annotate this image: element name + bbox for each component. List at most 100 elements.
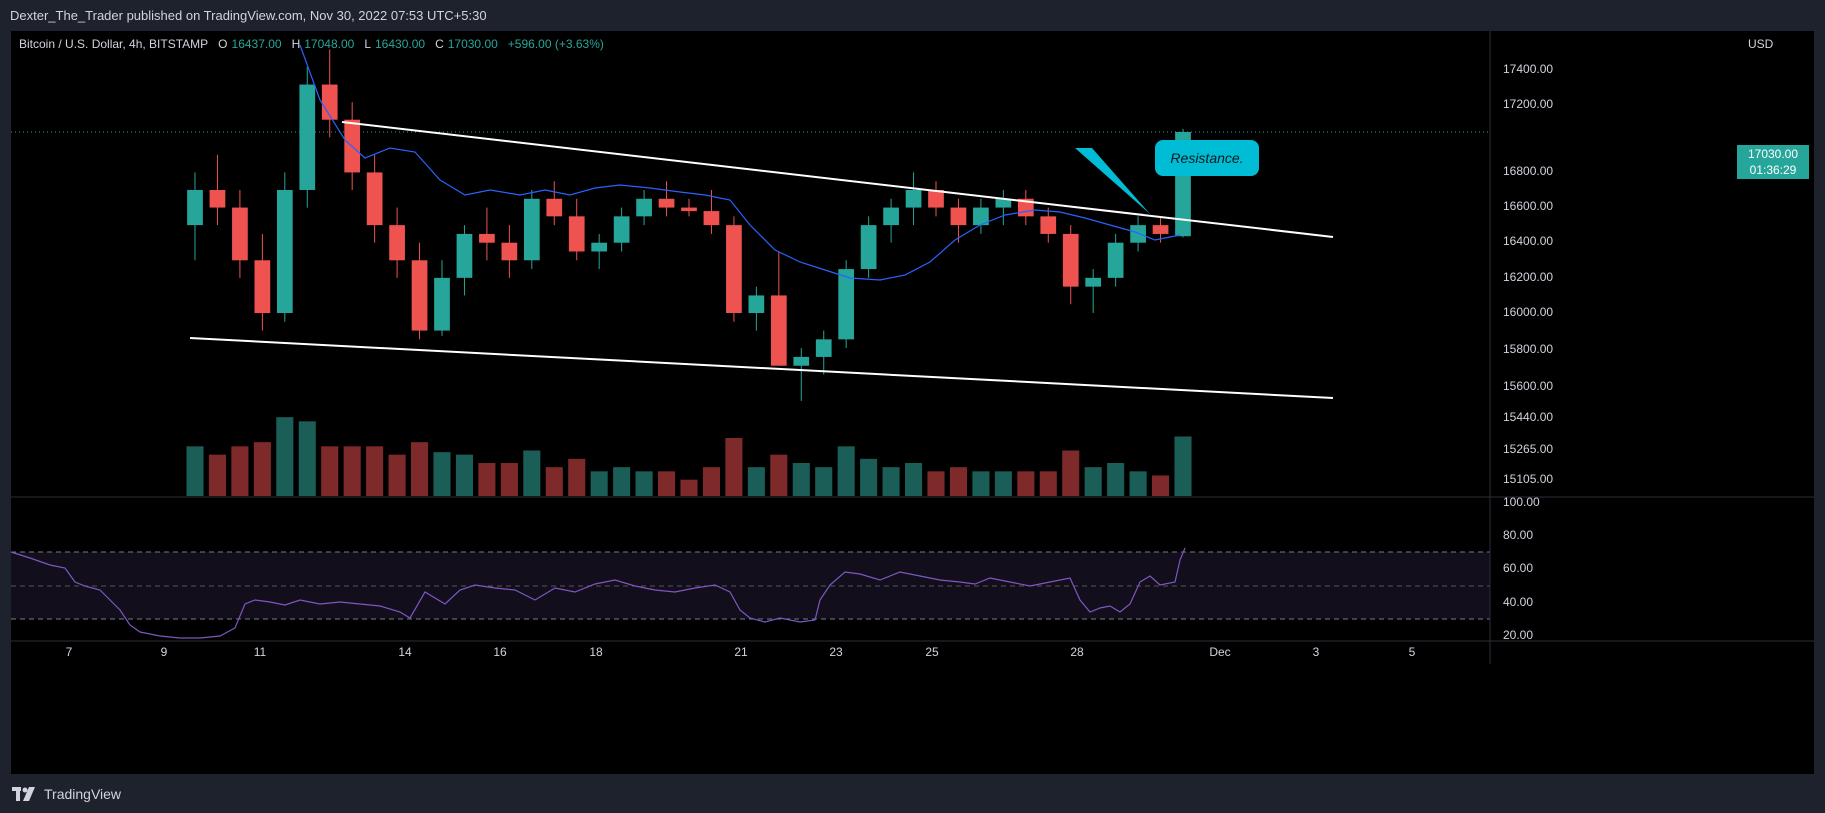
volume-bar (1084, 467, 1102, 496)
price-tick-label: 15105.00 (1503, 472, 1554, 486)
price-tick-label: 16400.00 (1503, 234, 1554, 248)
volume-bar (388, 454, 406, 496)
candle-body (681, 207, 697, 212)
candle-body (703, 211, 720, 226)
candle-body (815, 339, 832, 357)
candle-body (613, 216, 630, 243)
tradingview-brand: TradingView (44, 785, 122, 802)
time-tick-label: 23 (829, 645, 843, 659)
change-value: +596.00 (+3.63%) (507, 37, 604, 51)
time-tick-label: 18 (589, 645, 603, 659)
candle-body (299, 84, 316, 190)
candle-body (479, 233, 495, 243)
time-tick-label: 16 (493, 645, 507, 659)
volume-bar (770, 454, 788, 496)
time-tick-label: 7 (65, 645, 73, 659)
volume-bar (276, 417, 294, 496)
bar-countdown: 01:36:29 (1749, 163, 1797, 177)
volume-bar (949, 467, 967, 496)
candle-body (187, 189, 203, 226)
candle-body (232, 207, 248, 261)
candle-body (546, 198, 563, 217)
volume-bar (635, 471, 653, 496)
volume-bar (298, 421, 316, 496)
volume-bar (725, 438, 743, 496)
rsi-tick-label: 100.00 (1503, 495, 1540, 509)
candle-body (411, 260, 428, 331)
candle-body (995, 198, 1012, 208)
candle-body (1062, 233, 1079, 287)
candle-body (276, 189, 293, 313)
candle-body (1085, 277, 1102, 287)
candle-body (366, 172, 383, 226)
volume-bar (882, 467, 900, 496)
symbol-label[interactable]: Bitcoin / U.S. Dollar, 4h, BITSTAMP (19, 37, 209, 51)
volume-bar (1152, 475, 1170, 496)
candle-body (1040, 216, 1057, 234)
volume-bar (1039, 471, 1057, 496)
volume-bar (500, 463, 518, 496)
rsi-tick-label: 80.00 (1503, 528, 1534, 542)
lower-trendline[interactable] (189, 337, 1334, 399)
high-value: 17048.00 (304, 37, 355, 51)
volume-bar (411, 442, 429, 496)
candle-body (770, 295, 787, 366)
current-price-value: 17030.00 (1747, 147, 1799, 161)
volume-bar (837, 446, 855, 496)
price-tick-label: 16000.00 (1503, 305, 1554, 319)
ohlc-legend: Bitcoin / U.S. Dollar, 4h, BITSTAMP O 164… (19, 37, 610, 51)
rsi-tick-label: 20.00 (1503, 628, 1534, 642)
volume-bar (455, 454, 473, 496)
callout-pointer (1075, 148, 1150, 214)
volume-bar (1129, 471, 1147, 496)
candle-body (950, 207, 967, 226)
volume-bar (1107, 463, 1125, 496)
low-key: L (364, 37, 371, 51)
candle-body (434, 277, 450, 331)
rsi-tick-label: 60.00 (1503, 561, 1534, 575)
volume-bar (321, 446, 339, 496)
volume-bar (253, 442, 271, 496)
volume-bar (523, 450, 541, 496)
upper-trendline[interactable] (341, 121, 1334, 238)
price-tick-label: 16800.00 (1503, 164, 1554, 178)
candle-body (568, 216, 585, 252)
candle-body (501, 242, 518, 261)
candle-body (860, 225, 877, 270)
volume-bar (860, 458, 878, 496)
candle-body (1152, 225, 1169, 234)
resistance-callout[interactable]: Resistance. (1155, 140, 1259, 176)
price-tick-label: 17200.00 (1503, 97, 1554, 111)
price-tick-label: 16600.00 (1503, 199, 1554, 213)
tradingview-logo[interactable]: TradingView (12, 786, 121, 802)
candle-body (748, 295, 765, 313)
rsi-tick-label: 40.00 (1503, 595, 1534, 609)
candle-body (726, 225, 742, 313)
tradingview-logo-icon (12, 786, 35, 801)
candle-body (254, 260, 271, 313)
volume-bar (905, 463, 923, 496)
volume-bar (433, 452, 451, 496)
moving-average-line (299, 44, 1181, 281)
candle-body (838, 269, 855, 340)
high-key: H (291, 37, 301, 51)
volume-bar (994, 471, 1012, 496)
volume-bar (568, 458, 586, 496)
open-key: O (218, 37, 228, 51)
current-price-badge: 17030.00 01:36:29 (1737, 145, 1809, 179)
time-tick-label: 25 (925, 645, 939, 659)
candle-body (883, 207, 899, 226)
price-tick-label: 15265.00 (1503, 442, 1554, 456)
low-value: 16430.00 (375, 37, 426, 51)
volume-bar (231, 446, 249, 496)
volume-bar (1174, 436, 1192, 496)
volume-bar (366, 446, 384, 496)
close-value: 17030.00 (447, 37, 498, 51)
currency-label[interactable]: USD (1748, 37, 1774, 51)
volume-bar (186, 446, 204, 496)
volume-bar (927, 471, 945, 496)
candle-body (905, 189, 922, 208)
time-tick-label: 21 (734, 645, 748, 659)
candle-body (1130, 225, 1146, 243)
